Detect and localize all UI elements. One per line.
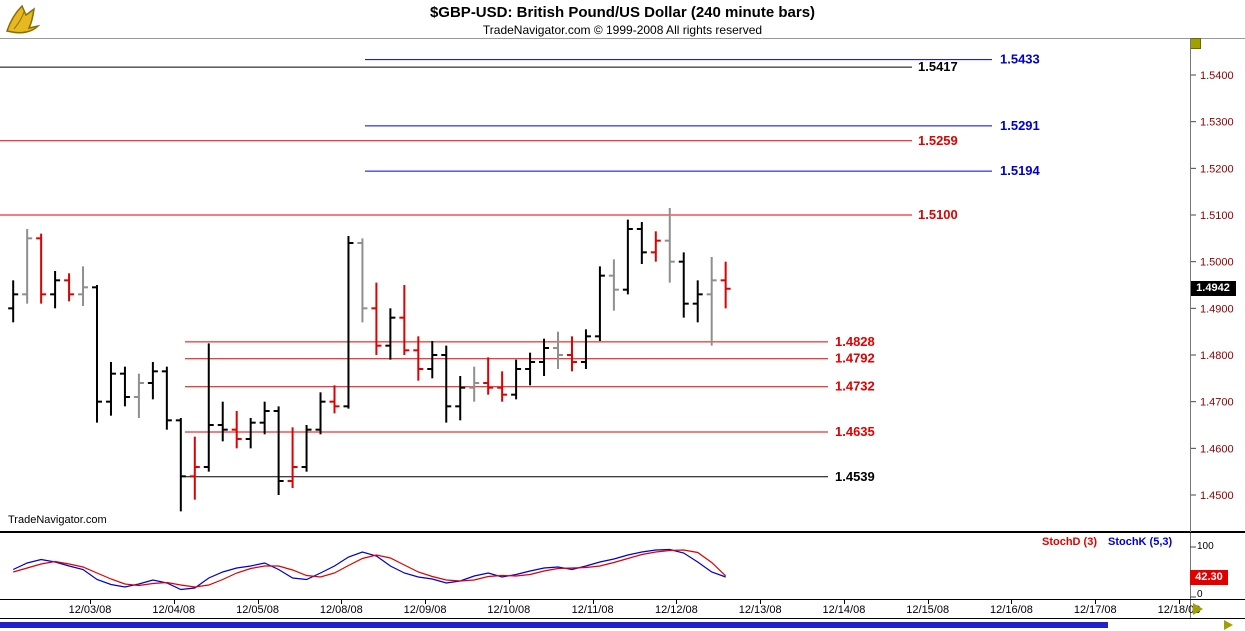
date-tick bbox=[90, 600, 91, 604]
price-axis-label: 1.5200 bbox=[1200, 163, 1234, 175]
date-tick bbox=[1011, 600, 1013, 604]
watermark: TradeNavigator.com bbox=[8, 514, 107, 526]
stoch-axis-max-label: 100 bbox=[1197, 541, 1214, 552]
level-label: 1.4792 bbox=[835, 351, 875, 366]
copyright-notice: TradeNavigator.com © 1999-2008 All right… bbox=[482, 23, 763, 37]
date-label: 12/18/08 bbox=[1157, 604, 1201, 616]
date-axis: 12/03/08 12/04/08 12/05/08 12/08/08 12/09/08… bbox=[0, 600, 1245, 619]
stoch-value-badge: 42.30 bbox=[1190, 570, 1228, 585]
stochastic-panel[interactable] bbox=[0, 532, 1245, 600]
date-label: 12/12/08 bbox=[654, 604, 698, 616]
stochd-legend-label[interactable]: StochD (3) bbox=[1042, 536, 1097, 548]
price-axis-label: 1.4500 bbox=[1200, 490, 1234, 502]
date-label: 12/09/08 bbox=[403, 604, 447, 616]
level-label: 1.5433 bbox=[1000, 52, 1040, 67]
price-axis-label: 1.4600 bbox=[1200, 443, 1234, 455]
price-axis-label: 1.5100 bbox=[1200, 210, 1234, 222]
price-chart[interactable]: 1.5433 1.5417 1.5291 1.5259 1.5194 1.5100 1.48… bbox=[0, 38, 1245, 532]
date-label: 12/05/08 bbox=[236, 604, 279, 616]
date-tick bbox=[1095, 600, 1097, 604]
date-label: 12/04/08 bbox=[152, 604, 196, 616]
date-label: 12/17/08 bbox=[1073, 604, 1117, 616]
level-label: 1.4732 bbox=[835, 379, 875, 394]
date-label: 12/16/08 bbox=[990, 604, 1033, 616]
date-tick bbox=[843, 600, 845, 604]
price-axis-label: 1.5000 bbox=[1200, 257, 1234, 269]
ohlc-bars[interactable] bbox=[8, 208, 731, 512]
scrollbar-right-icon[interactable] bbox=[1224, 620, 1233, 630]
date-label: 12/15/08 bbox=[906, 604, 950, 616]
scrollbar-thumb[interactable] bbox=[0, 622, 1108, 628]
date-label: 12/11/08 bbox=[571, 604, 614, 616]
level-label: 1.5417 bbox=[918, 59, 958, 74]
level-label: 1.4828 bbox=[835, 334, 875, 349]
date-tick bbox=[173, 600, 175, 604]
date-tick bbox=[508, 600, 510, 604]
date-label: 12/10/08 bbox=[487, 604, 531, 616]
horizontal-scrollbar[interactable] bbox=[0, 619, 1245, 631]
level-label: 1.5259 bbox=[918, 133, 958, 148]
date-label: 12/08/08 bbox=[319, 604, 363, 616]
chart-title: $GBP-USD: British Pound/US Dollar (240 m… bbox=[429, 4, 816, 21]
price-axis-label: 1.4800 bbox=[1200, 350, 1234, 362]
stoch-line bbox=[12, 548, 726, 591]
stoch-line bbox=[13, 549, 727, 588]
date-label: 12/14/08 bbox=[822, 604, 866, 616]
date-tick bbox=[760, 600, 762, 604]
level-label: 1.4539 bbox=[835, 469, 875, 484]
stoch-axis-min-label: 0 bbox=[1197, 589, 1203, 600]
date-tick bbox=[257, 600, 259, 604]
level-label: 1.5194 bbox=[1000, 163, 1041, 178]
level-label: 1.5100 bbox=[918, 207, 958, 222]
axis-scroll-icon[interactable] bbox=[1193, 603, 1203, 615]
last-price-badge: 1.4942 bbox=[1190, 281, 1236, 296]
stochk-legend-label[interactable]: StochK (5,3) bbox=[1108, 536, 1173, 548]
date-tick bbox=[425, 600, 427, 604]
date-tick bbox=[341, 600, 343, 604]
date-tick bbox=[676, 600, 678, 604]
price-axis-label: 1.5300 bbox=[1200, 117, 1234, 129]
axis-separator bbox=[1190, 38, 1191, 618]
price-axis-label: 1.4700 bbox=[1200, 397, 1234, 409]
price-axis-label: 1.5400 bbox=[1200, 70, 1234, 82]
price-axis-label: 1.4900 bbox=[1200, 303, 1234, 315]
level-label: 1.4635 bbox=[835, 424, 875, 439]
date-tick bbox=[592, 600, 594, 604]
brand-logo-icon bbox=[4, 2, 44, 41]
date-label: 12/13/08 bbox=[738, 604, 782, 616]
date-label: 12/03/08 bbox=[68, 604, 112, 616]
date-tick bbox=[1179, 600, 1180, 604]
level-label: 1.5291 bbox=[1000, 118, 1040, 133]
date-tick bbox=[927, 600, 929, 604]
scroll-corner-button[interactable] bbox=[1190, 38, 1201, 49]
